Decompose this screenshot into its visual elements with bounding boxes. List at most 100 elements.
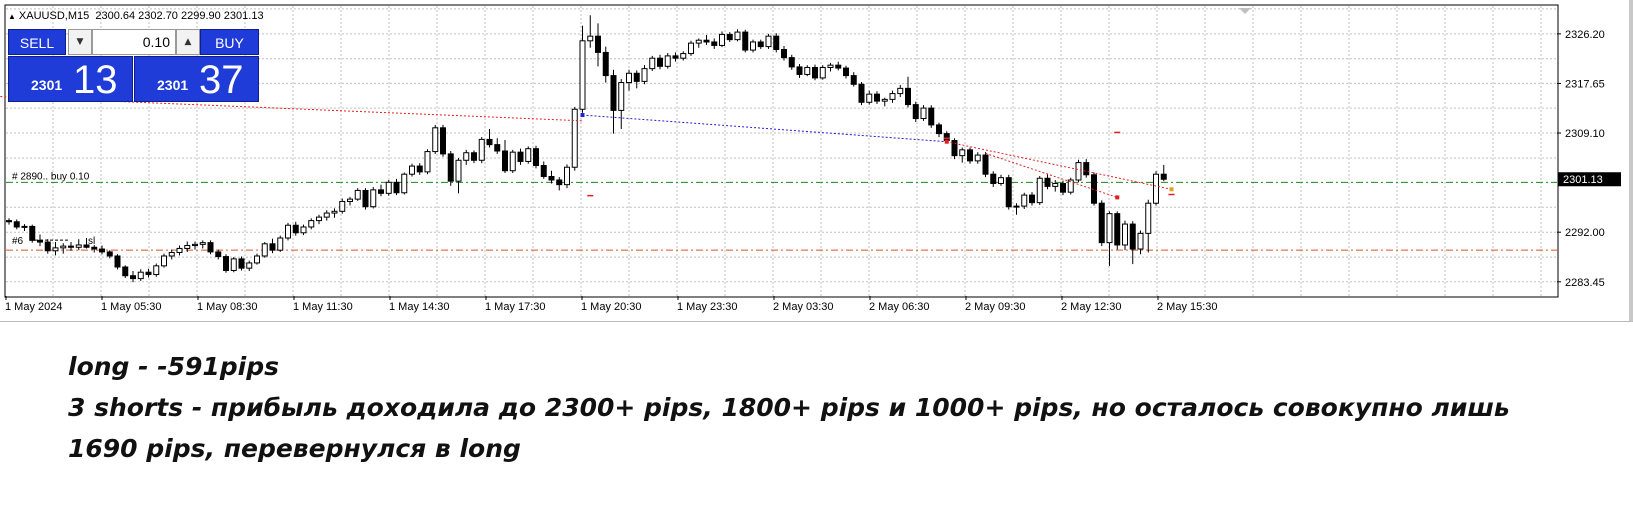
sell-button[interactable]: SELL <box>8 29 66 55</box>
candle-body-bear <box>556 179 563 186</box>
candle <box>184 241 191 252</box>
buy-button[interactable]: BUY <box>200 29 259 55</box>
time-tick-label: 1 May 17:30 <box>485 301 546 313</box>
candle-body-bear <box>951 140 958 157</box>
candle <box>285 222 291 241</box>
candle <box>548 170 555 184</box>
candle-body-bear <box>486 138 493 146</box>
candle <box>378 184 384 197</box>
sell-price-button[interactable]: 2301 13 <box>8 56 133 102</box>
candle-body-bull <box>323 212 330 218</box>
candle-body-bull <box>1067 179 1074 193</box>
candle <box>765 33 772 49</box>
candle-body-bear <box>1005 177 1012 208</box>
candle <box>44 239 51 254</box>
candle <box>912 101 919 122</box>
candle <box>269 238 276 254</box>
candle <box>447 151 454 186</box>
candle <box>1122 220 1128 251</box>
candle-body-bear <box>362 189 369 208</box>
candle <box>595 23 601 67</box>
candle <box>1052 180 1059 192</box>
candle <box>91 244 98 253</box>
buy-price-pips: 37 <box>199 58 244 102</box>
candle-body-bull <box>1106 213 1113 244</box>
candle-body-bull <box>1137 232 1144 250</box>
time-tick-label: 1 May 2024 <box>5 301 62 313</box>
candle <box>238 256 245 271</box>
price-tick-label: 2309.10 <box>1565 128 1605 140</box>
trade-line-long <box>0 96 583 122</box>
time-tick-label: 1 May 23:30 <box>677 301 738 313</box>
candle-body-bear <box>796 66 803 75</box>
candle-body-bull <box>719 33 725 46</box>
candle <box>323 210 330 221</box>
vertical-scrollbar[interactable] <box>1629 0 1633 322</box>
candle <box>75 239 82 251</box>
candle <box>564 164 570 189</box>
candle-body-bear <box>6 220 12 223</box>
candle-body-bull <box>331 210 338 214</box>
candle <box>812 64 818 81</box>
buy-price-button[interactable]: 2301 37 <box>134 56 259 102</box>
candle <box>215 249 222 260</box>
ohlc-values: 2300.64 2302.70 2299.90 2301.13 <box>95 10 264 22</box>
candle-body-bull <box>688 42 694 55</box>
candle <box>610 69 617 134</box>
candle-body-bull <box>277 237 284 251</box>
candle <box>1091 172 1097 206</box>
grid-lines <box>6 6 1557 296</box>
chart-window[interactable]: # 2890.. buy 0.10 #6 sl 2326.20 2317.65 2309… <box>0 0 1633 322</box>
symbol-name: XAUUSD,M15 <box>18 10 90 22</box>
time-tick-label: 2 May 15:30 <box>1157 301 1218 313</box>
candle-body-bear <box>788 57 795 68</box>
candle <box>633 70 640 89</box>
lot-size-input[interactable]: 0.10 <box>92 29 176 55</box>
candle-body-bull <box>998 177 1004 184</box>
candle <box>192 241 198 250</box>
price-axis: 2326.20 2317.65 2309.10 2292.00 2283.45 2301.… <box>1557 29 1621 289</box>
collapse-triangle-icon[interactable]: ▲ <box>8 12 16 21</box>
candle <box>843 65 849 79</box>
candle <box>440 124 446 157</box>
candle <box>719 31 725 48</box>
candle <box>587 15 594 48</box>
candle-body-bull <box>192 243 198 247</box>
candle-body-bear <box>1044 177 1051 187</box>
candle-body-bear <box>1083 162 1090 176</box>
candle-body-bear <box>858 83 865 103</box>
candle <box>385 180 392 196</box>
candle <box>920 105 927 121</box>
candle <box>1005 174 1012 210</box>
candle-body-bear <box>850 75 857 85</box>
candle-body-bear <box>812 66 818 79</box>
candle-body-bear <box>238 258 245 269</box>
candle-body-bear <box>44 241 51 252</box>
shift-marker-icon[interactable] <box>1239 8 1251 14</box>
candle-body-bear <box>207 242 214 253</box>
candle-body-bull <box>765 35 772 48</box>
candle <box>974 152 981 164</box>
candle-body-bear <box>610 75 617 111</box>
candle-body-bull <box>579 40 586 110</box>
candle-body-bull <box>246 262 253 269</box>
candle <box>897 84 904 98</box>
lot-increase-button[interactable]: ▲ <box>176 29 200 55</box>
time-tick-label: 1 May 11:30 <box>293 301 353 313</box>
candle <box>199 240 206 249</box>
price-chart[interactable]: # 2890.. buy 0.10 #6 sl 2326.20 2317.65 2309… <box>0 0 1633 322</box>
candle-body-bear <box>595 35 601 53</box>
candle <box>114 254 121 270</box>
candle-body-bull <box>176 247 183 254</box>
candle-body-bear <box>936 124 942 135</box>
symbol-header: ▲ XAUUSD,M15 2300.64 2302.70 2299.90 2301… <box>8 10 264 22</box>
candle <box>734 29 741 42</box>
candle-body-bull <box>881 98 888 102</box>
candle-body-bear <box>502 150 508 172</box>
lot-decrease-button[interactable]: ▼ <box>68 29 92 55</box>
candle <box>261 242 268 258</box>
candle <box>827 62 834 72</box>
trade-panel-top-row: SELL ▼ 0.10 ▲ BUY <box>8 29 259 55</box>
candle-body-bull <box>432 127 439 153</box>
candle-body-bear <box>982 154 989 175</box>
